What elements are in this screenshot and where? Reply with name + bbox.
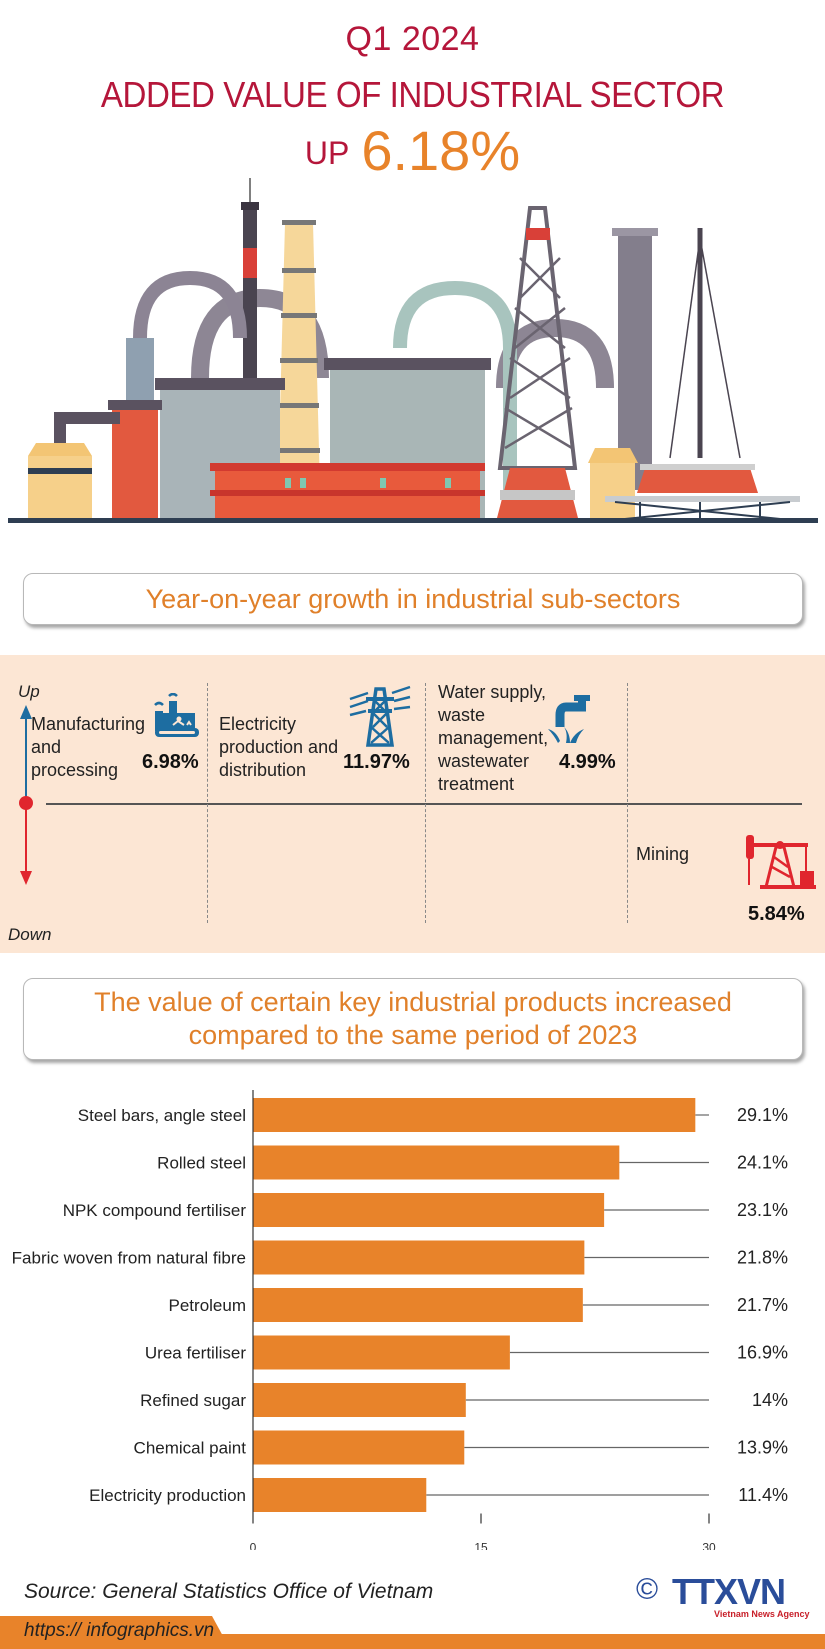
bar xyxy=(253,1288,583,1322)
bar xyxy=(253,1383,466,1417)
cream-tank-left xyxy=(28,443,92,518)
ttxvn-logo: TTXVN Vietnam News Agency xyxy=(672,1572,810,1619)
value-label: 21.7% xyxy=(737,1295,788,1315)
section-heading-subsectors: Year-on-year growth in industrial sub-se… xyxy=(23,573,803,625)
subsector-growth-panel: Up Down Manufacturing and processing 6.9… xyxy=(0,655,825,953)
sector-name-electricity: Electricity production and distribution xyxy=(219,714,339,780)
column-divider xyxy=(627,683,628,923)
column-divider xyxy=(207,683,208,923)
water-tap-icon xyxy=(548,695,590,743)
category-label: NPK compound fertiliser xyxy=(63,1201,247,1220)
sector-name-mining: Mining xyxy=(636,844,690,864)
power-pylon-icon xyxy=(349,685,411,747)
value-label: 29.1% xyxy=(737,1105,788,1125)
website-url[interactable]: https:// infographics.vn xyxy=(24,1620,215,1641)
up-arrow-head xyxy=(20,705,32,719)
oil-pump-icon xyxy=(746,835,816,889)
sector-name-manufacturing: Manufacturing and processing xyxy=(31,714,146,780)
column-divider xyxy=(425,683,426,923)
footer-bar xyxy=(0,1634,825,1649)
main-title: ADDED VALUE OF INDUSTRIAL SECTOR xyxy=(100,74,725,115)
up-down-axis xyxy=(19,705,33,885)
axis-origin-dot xyxy=(19,796,33,810)
x-tick-label: 30 xyxy=(702,1541,716,1551)
copyright-icon: © xyxy=(636,1573,659,1606)
up-axis-label: Up xyxy=(18,682,40,701)
sector-name-water-supply: Water supply, waste management, wastewat… xyxy=(438,682,549,794)
value-label: 23.1% xyxy=(737,1200,788,1220)
headline-growth: UP 6.18% xyxy=(0,118,825,183)
sector-value-water-supply: 4.99% xyxy=(559,751,616,773)
bar xyxy=(253,1098,696,1132)
bar xyxy=(253,1335,510,1370)
down-axis-label: Down xyxy=(8,925,52,944)
oil-derrick xyxy=(497,206,578,518)
category-label: Fabric woven from natural fibre xyxy=(12,1249,246,1268)
category-label: Rolled steel xyxy=(157,1154,246,1173)
logo-subtext: Vietnam News Agency xyxy=(714,1609,810,1619)
value-label: 14% xyxy=(752,1390,788,1410)
bar xyxy=(253,1240,585,1275)
red-building-front xyxy=(210,463,485,520)
ground-line xyxy=(8,518,818,523)
period-heading: Q1 2024 xyxy=(345,20,480,58)
category-label: Petroleum xyxy=(169,1296,246,1315)
sector-value-electricity: 11.97% xyxy=(343,751,410,773)
value-label: 21.8% xyxy=(737,1248,788,1268)
industrial-plant-illustration xyxy=(8,178,818,523)
value-label: 11.4% xyxy=(738,1485,788,1505)
bar xyxy=(253,1430,465,1465)
category-label: Steel bars, angle steel xyxy=(78,1106,246,1125)
zero-baseline xyxy=(46,803,802,805)
chimney-cream xyxy=(278,220,320,488)
x-tick-label: 0 xyxy=(250,1541,257,1551)
value-label: 16.9% xyxy=(737,1343,788,1363)
down-arrow-head xyxy=(20,871,32,885)
logo-text: TTXVN xyxy=(672,1572,785,1612)
category-label: Electricity production xyxy=(89,1486,246,1505)
value-label: 13.9% xyxy=(737,1438,788,1458)
category-label: Refined sugar xyxy=(140,1391,246,1410)
category-label: Urea fertiliser xyxy=(145,1344,246,1363)
value-label: 24.1% xyxy=(737,1153,788,1173)
red-column-left xyxy=(54,400,162,518)
platform-right xyxy=(605,228,800,521)
source-note: Source: General Statistics Office of Vie… xyxy=(24,1580,434,1603)
sector-value-mining: 5.84% xyxy=(748,903,805,925)
section-heading-line2: compared to the same period of 2023 xyxy=(188,1020,638,1050)
category-label: Chemical paint xyxy=(134,1439,247,1458)
sector-value-manufacturing: 6.98% xyxy=(142,751,199,773)
headline-growth-value: 6.18% xyxy=(361,119,521,182)
section-heading-line1: The value of certain key industrial prod… xyxy=(94,987,732,1017)
factory-icon xyxy=(154,693,199,737)
section-heading-key-products: The value of certain key industrial prod… xyxy=(23,978,803,1060)
x-tick-label: 15 xyxy=(474,1541,488,1551)
cream-tank-right xyxy=(588,448,638,518)
up-word: UP xyxy=(304,135,350,171)
key-products-bar-chart: Steel bars, angle steel 29.1% Rolled steel… xyxy=(12,1090,788,1551)
bar xyxy=(253,1478,427,1512)
bar xyxy=(253,1145,620,1180)
bar xyxy=(253,1193,605,1227)
